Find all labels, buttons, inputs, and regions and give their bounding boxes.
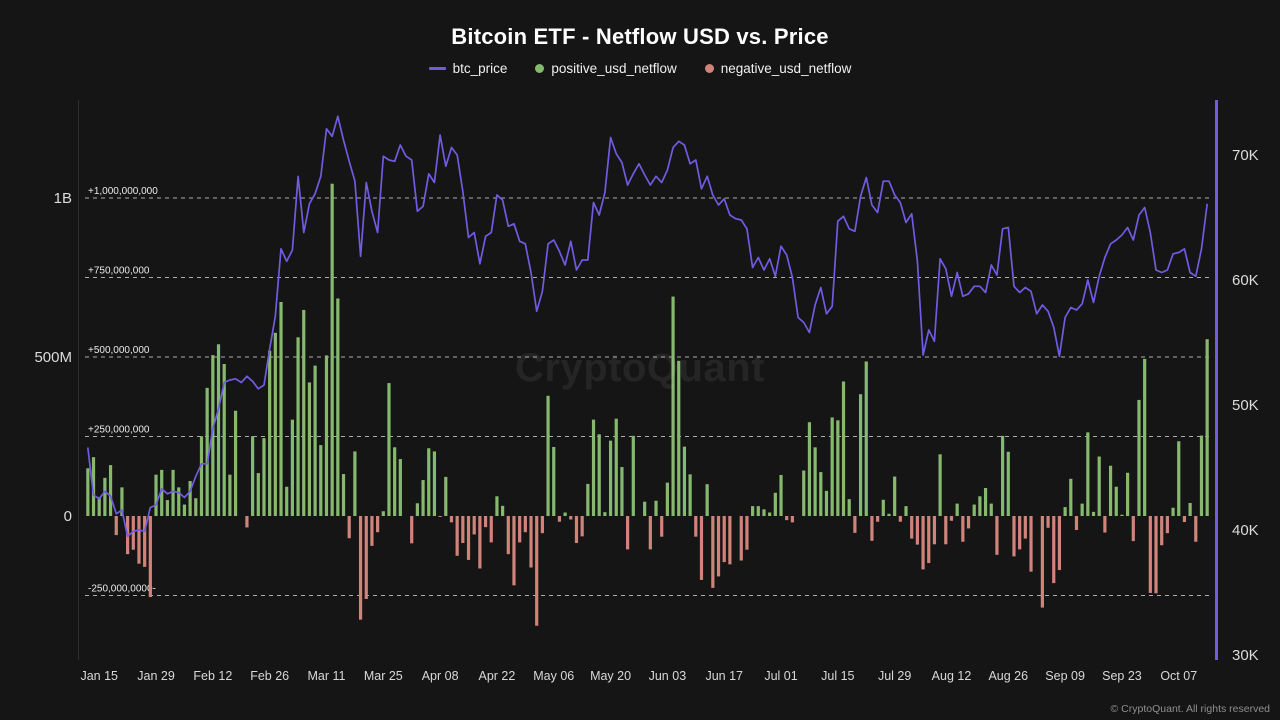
svg-text:Sep 09: Sep 09 bbox=[1045, 669, 1085, 683]
svg-text:70K: 70K bbox=[1232, 147, 1259, 164]
svg-text:30K: 30K bbox=[1232, 647, 1259, 664]
svg-text:Feb 26: Feb 26 bbox=[250, 669, 289, 683]
svg-text:Sep 23: Sep 23 bbox=[1102, 669, 1142, 683]
svg-text:0: 0 bbox=[64, 508, 72, 525]
x-axis-labels: Jan 15 Jan 29 Feb 12 Feb 26 Mar 11 Mar 25 Apr … bbox=[80, 669, 1197, 683]
legend-item-btc-price[interactable]: btc_price bbox=[428, 61, 508, 76]
svg-text:40K: 40K bbox=[1232, 522, 1259, 539]
svg-text:50K: 50K bbox=[1232, 397, 1259, 414]
svg-text:Jun 03: Jun 03 bbox=[649, 669, 687, 683]
reference-gridlines: +1,000,000,000 +750,000,000 +500,000,000 +2… bbox=[85, 186, 1210, 596]
negative-netflow-dot-icon bbox=[704, 64, 714, 73]
btc-price-line bbox=[86, 115, 1209, 538]
svg-text:500M: 500M bbox=[34, 349, 72, 366]
svg-text:Oct 07: Oct 07 bbox=[1160, 669, 1197, 683]
svg-text:Apr 08: Apr 08 bbox=[422, 669, 459, 683]
svg-text:Jan 15: Jan 15 bbox=[80, 669, 118, 683]
svg-text:60K: 60K bbox=[1232, 272, 1259, 289]
svg-text:Apr 22: Apr 22 bbox=[479, 669, 516, 683]
svg-text:Jun 17: Jun 17 bbox=[705, 669, 743, 683]
btc-price-line-marker-icon bbox=[428, 67, 446, 70]
left-axis-labels: 1B 500M 0 bbox=[34, 190, 72, 525]
svg-text:-250,000,0000-: -250,000,0000- bbox=[88, 584, 156, 595]
svg-text:1B: 1B bbox=[54, 190, 72, 207]
netflow-bars bbox=[86, 183, 1209, 626]
positive-netflow-dot-icon bbox=[535, 64, 545, 73]
svg-text:Jul 01: Jul 01 bbox=[764, 669, 797, 683]
svg-text:Mar 25: Mar 25 bbox=[364, 669, 403, 683]
legend-label-btc-price: btc_price bbox=[452, 61, 508, 76]
chart-legend: btc_price positive_usd_netflow negative_… bbox=[0, 61, 1280, 76]
svg-text:Aug 26: Aug 26 bbox=[988, 669, 1028, 683]
svg-text:+750,000,000: +750,000,000 bbox=[88, 266, 150, 277]
svg-text:Jul 29: Jul 29 bbox=[878, 669, 911, 683]
svg-text:Aug 12: Aug 12 bbox=[932, 669, 972, 683]
svg-text:May 06: May 06 bbox=[533, 669, 574, 683]
svg-text:May 20: May 20 bbox=[590, 669, 631, 683]
svg-text:Feb 12: Feb 12 bbox=[193, 669, 232, 683]
right-axis-labels: 70K 60K 50K 40K 30K bbox=[1232, 147, 1259, 664]
svg-text:Jan 29: Jan 29 bbox=[137, 669, 175, 683]
svg-text:Mar 11: Mar 11 bbox=[307, 669, 345, 683]
legend-item-negative-netflow[interactable]: negative_usd_netflow bbox=[704, 61, 852, 76]
copyright-notice: © CryptoQuant. All rights reserved bbox=[1110, 703, 1270, 715]
chart-title: Bitcoin ETF - Netflow USD vs. Price bbox=[451, 24, 829, 49]
legend-label-negative-netflow: negative_usd_netflow bbox=[720, 61, 852, 76]
svg-text:+250,000,000: +250,000,000 bbox=[88, 425, 150, 436]
legend-label-positive-netflow: positive_usd_netflow bbox=[551, 61, 677, 76]
svg-text:Jul 15: Jul 15 bbox=[821, 669, 854, 683]
svg-text:+500,000,000: +500,000,000 bbox=[88, 345, 150, 356]
svg-text:+1,000,000,000: +1,000,000,000 bbox=[88, 186, 158, 197]
legend-item-positive-netflow[interactable]: positive_usd_netflow bbox=[535, 61, 677, 76]
